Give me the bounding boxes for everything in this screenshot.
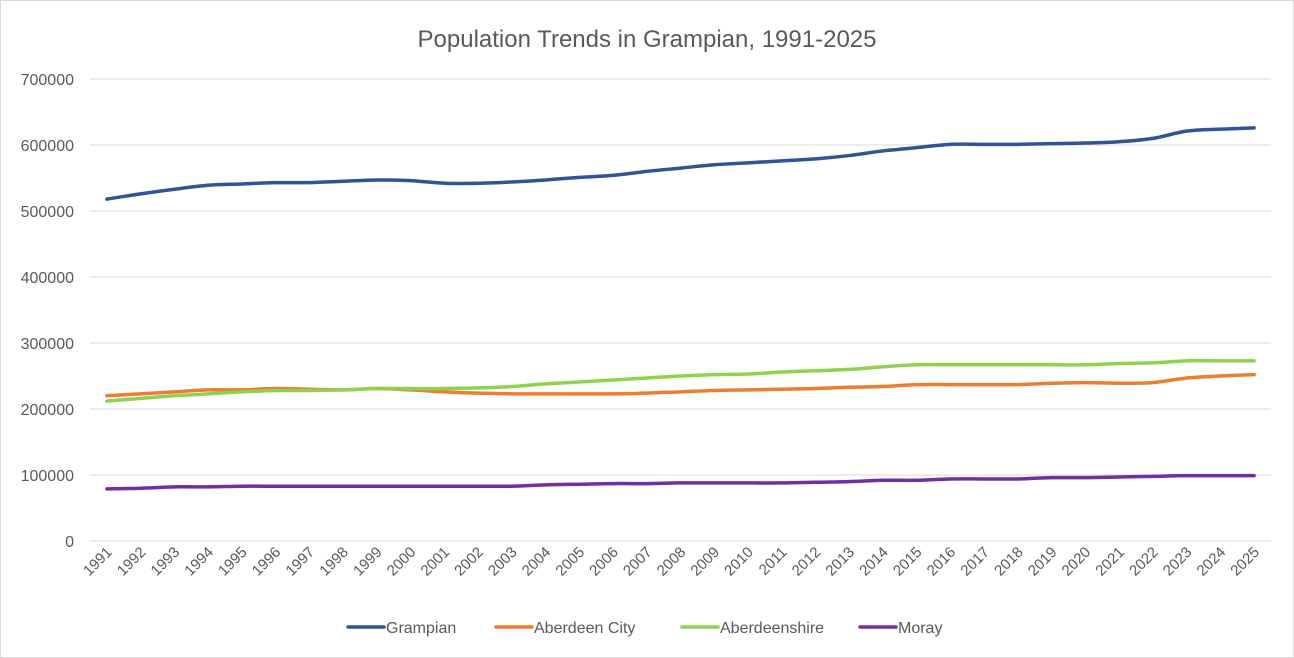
x-axis: 1991199219931994199519961997199819992000… [80, 544, 1263, 580]
x-tick-label: 2021 [1092, 544, 1128, 580]
x-tick-label: 2007 [620, 544, 656, 580]
x-tick-label: 2016 [924, 544, 960, 580]
x-tick-label: 2023 [1160, 544, 1196, 580]
x-tick-label: 2012 [789, 544, 825, 580]
series-line-grampian [105, 126, 1256, 201]
x-tick-label: 2000 [384, 544, 420, 580]
x-tick-label: 2003 [485, 544, 521, 580]
series-line-aberdeen-city [105, 372, 1256, 398]
x-tick-label: 1991 [80, 544, 116, 580]
x-tick-label: 2015 [890, 544, 926, 580]
x-tick-label: 2018 [991, 544, 1027, 580]
x-tick-label: 2014 [856, 544, 892, 580]
y-tick-label: 700000 [21, 72, 74, 89]
x-tick-label: 2001 [418, 544, 454, 580]
legend-label: Aberdeen City [534, 620, 635, 637]
x-tick-label: 2013 [822, 544, 858, 580]
series-line-moray [105, 473, 1256, 491]
x-tick-label: 2025 [1227, 544, 1263, 580]
y-axis: 0 100000 200000 300000 400000 500000 600000 700… [21, 72, 74, 551]
x-tick-label: 2009 [687, 544, 723, 580]
y-tick-label: 100000 [21, 468, 74, 485]
x-tick-label: 1994 [181, 544, 217, 580]
x-tick-label: 2005 [552, 544, 588, 580]
legend-item-aberdeenshire[interactable]: Aberdeenshire [680, 620, 824, 637]
y-tick-label: 200000 [21, 402, 74, 419]
x-tick-label: 2006 [586, 544, 622, 580]
x-tick-label: 2017 [957, 544, 993, 580]
x-tick-label: 1996 [249, 544, 285, 580]
x-tick-label: 2008 [654, 544, 690, 580]
x-tick-label: 2004 [519, 544, 555, 580]
series-lines [105, 126, 1256, 491]
x-tick-label: 1992 [114, 544, 150, 580]
x-tick-label: 2019 [1025, 544, 1061, 580]
legend-item-moray[interactable]: Moray [858, 620, 942, 637]
x-tick-label: 2022 [1126, 544, 1162, 580]
x-tick-label: 1999 [350, 544, 386, 580]
x-tick-label: 1993 [148, 544, 184, 580]
x-tick-label: 2010 [721, 544, 757, 580]
x-tick-label: 1995 [215, 544, 251, 580]
legend-item-aberdeen-city[interactable]: Aberdeen City [494, 620, 635, 637]
y-tick-label: 300000 [21, 336, 74, 353]
series-line-aberdeenshire [105, 358, 1256, 403]
y-tick-label: 600000 [21, 138, 74, 155]
legend-item-grampian[interactable]: Grampian [346, 620, 456, 637]
legend: Grampian Aberdeen City Aberdeenshire Moray [346, 620, 942, 637]
x-tick-label: 2024 [1194, 544, 1230, 580]
chart-title: Population Trends in Grampian, 1991-2025 [418, 26, 877, 53]
y-tick-label: 400000 [21, 270, 74, 287]
legend-label: Moray [898, 620, 942, 637]
legend-label: Aberdeenshire [720, 620, 824, 637]
y-tick-label: 500000 [21, 204, 74, 221]
x-tick-label: 1997 [283, 544, 319, 580]
x-tick-label: 1998 [316, 544, 352, 580]
x-tick-label: 2011 [756, 544, 791, 579]
gridlines [90, 78, 1271, 542]
x-tick-label: 2002 [451, 544, 487, 580]
legend-label: Grampian [386, 620, 456, 637]
x-tick-label: 2020 [1059, 544, 1095, 580]
y-tick-label: 0 [65, 534, 74, 551]
